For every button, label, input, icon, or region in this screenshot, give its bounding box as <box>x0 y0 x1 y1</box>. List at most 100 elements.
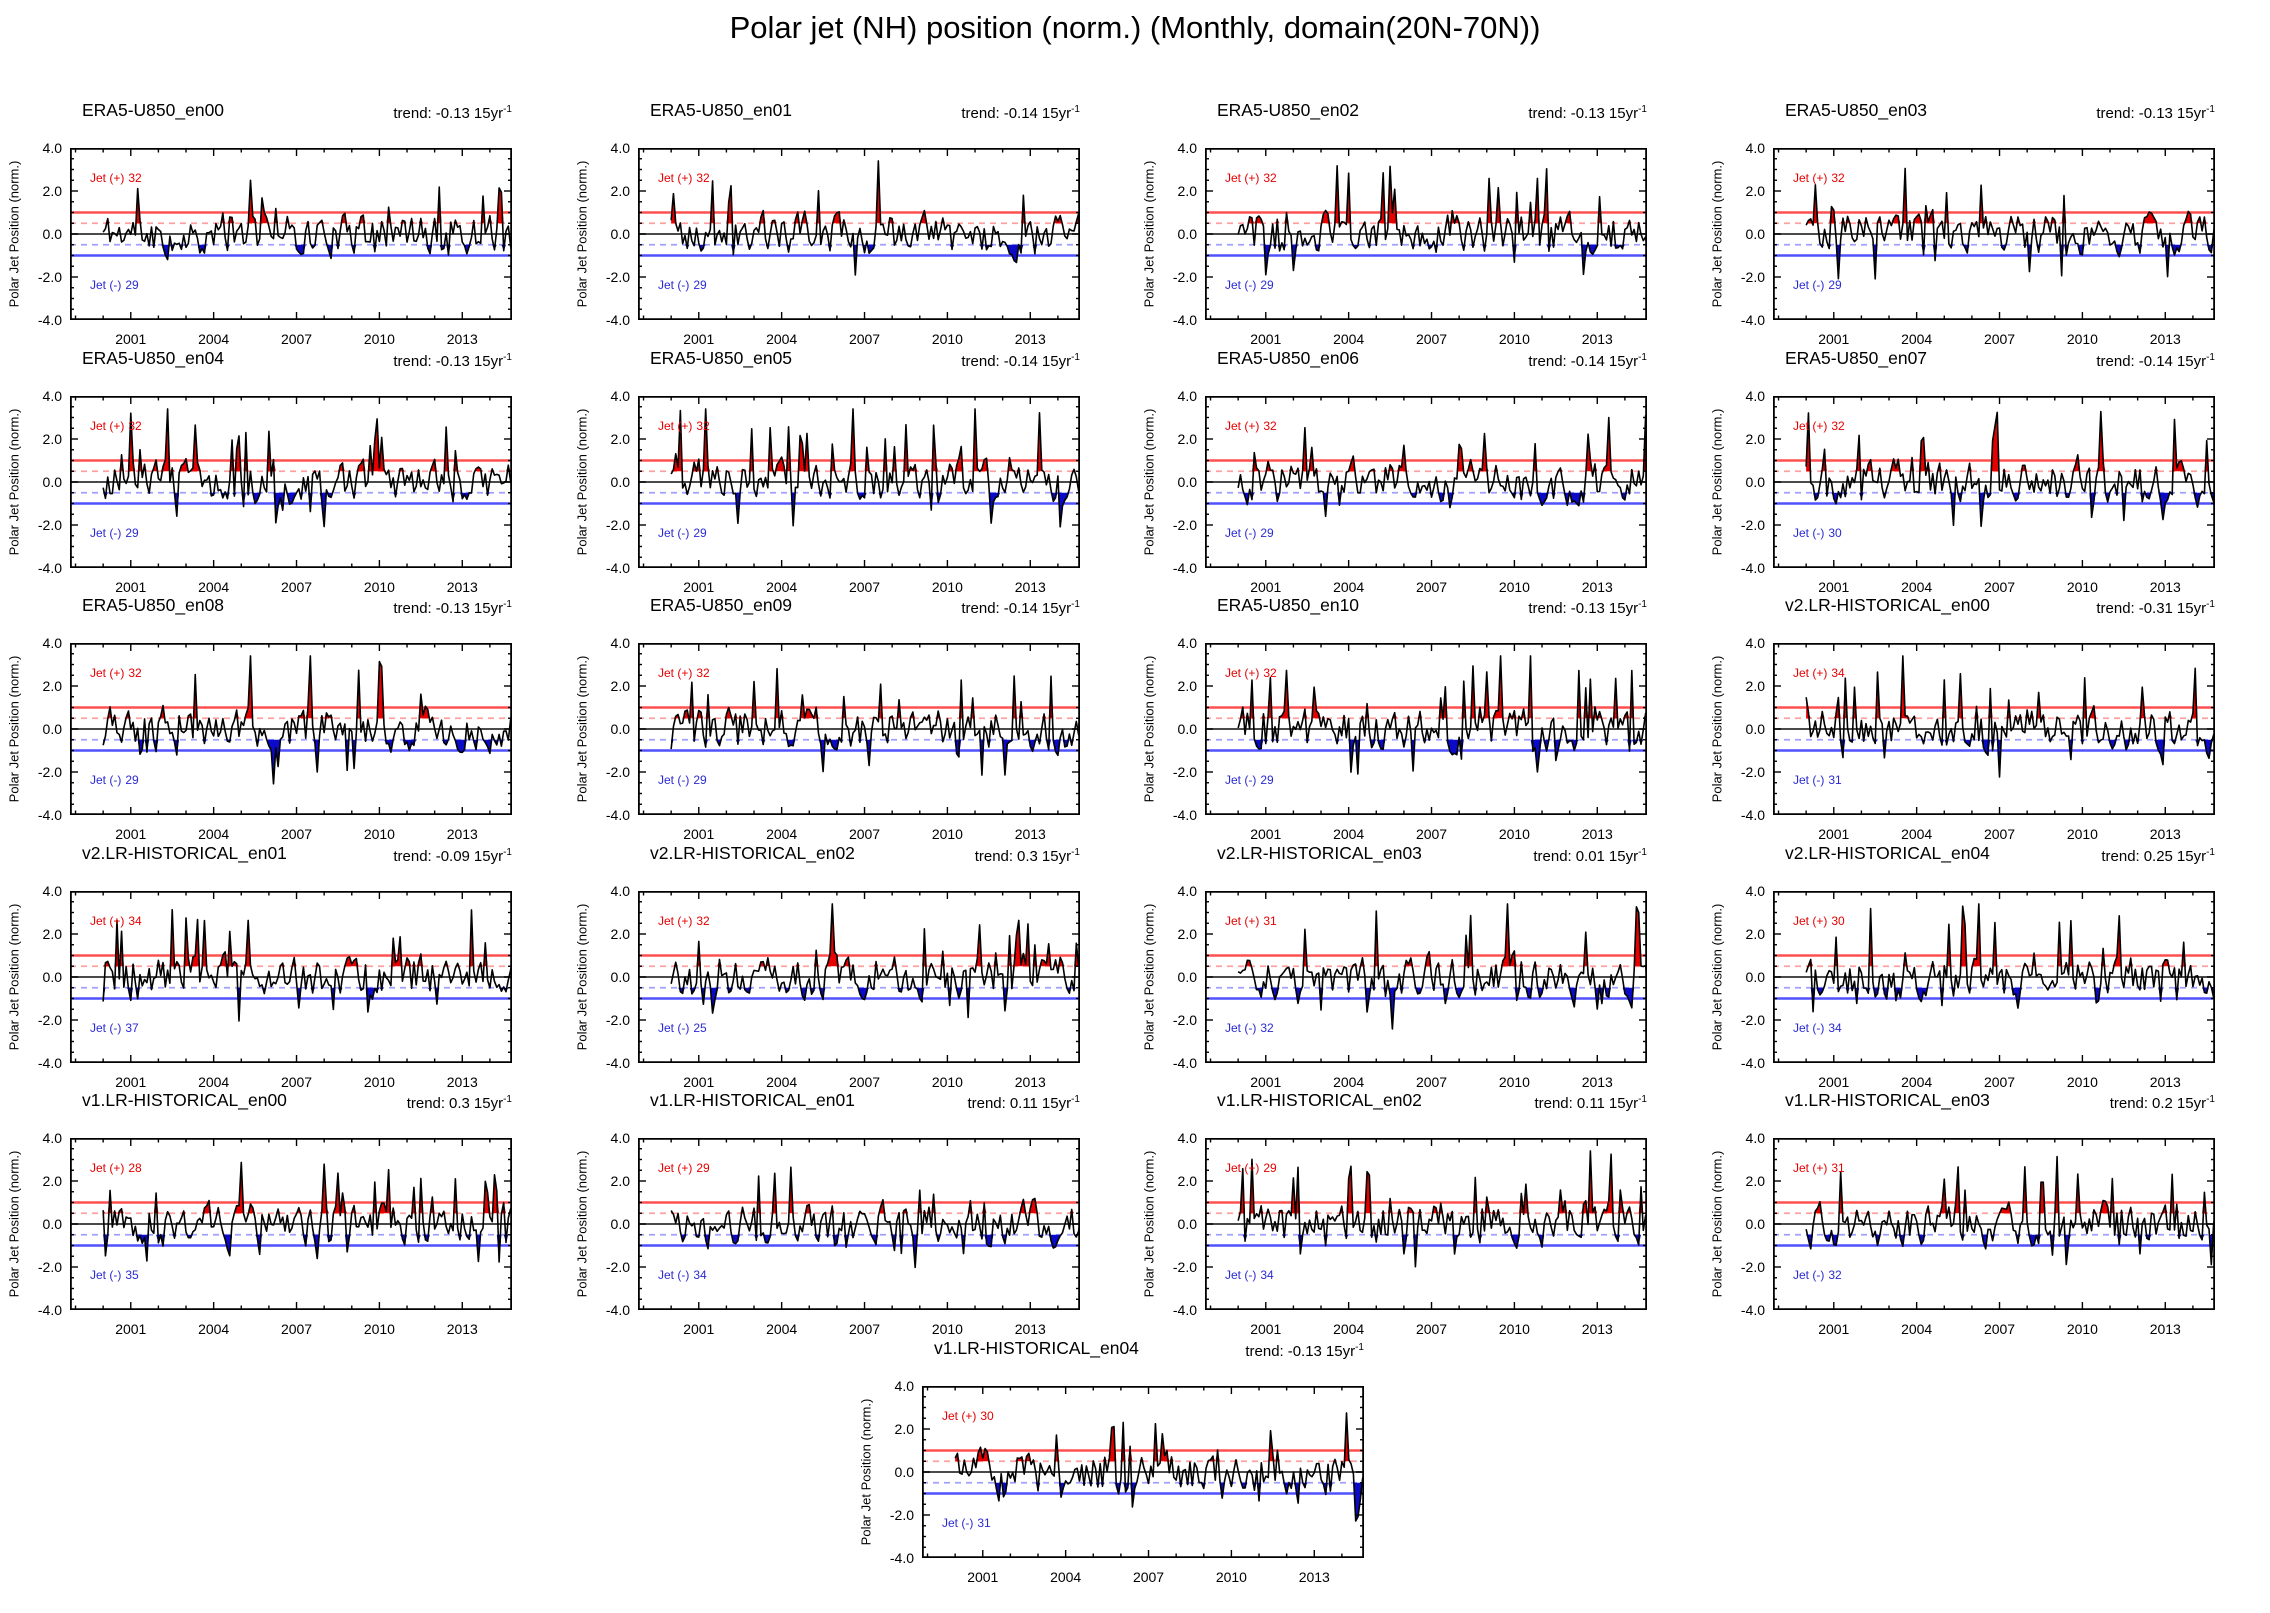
panel-title: v1.LR-HISTORICAL_en03 <box>1785 1090 1990 1110</box>
panel-title: ERA5-U850_en02 <box>1217 100 1360 120</box>
jet-positive-count-label: Jet (+) 32 <box>658 419 710 433</box>
y-tick-label: 0.0 <box>894 1464 914 1480</box>
jet-positive-count-label: Jet (+) 31 <box>1793 1161 1845 1175</box>
jet-negative-count: 29 <box>1260 526 1274 540</box>
y-tick-label: 4.0 <box>1745 140 1765 156</box>
jet-negative-count-label: Jet (-) 29 <box>90 278 139 292</box>
y-tick-label: 4.0 <box>610 883 630 899</box>
x-tick-label: 2010 <box>2066 331 2098 347</box>
trend-unit: 15yr <box>2176 105 2207 122</box>
y-tick-label: -4.0 <box>1172 807 1197 823</box>
trend-prefix: trend: <box>974 848 1014 865</box>
x-tick-label: 2007 <box>1415 1074 1448 1090</box>
x-tick-label: 2001 <box>115 579 147 595</box>
jet-positive-count-label: Jet (+) 34 <box>1793 666 1845 680</box>
jet-negative-count-label: Jet (-) 30 <box>1793 526 1842 540</box>
y-tick-label: 2.0 <box>1177 926 1197 942</box>
jet-positive-count: 30 <box>1831 914 1845 928</box>
jet-negative-count: 29 <box>125 526 139 540</box>
y-tick-label: 4.0 <box>1745 388 1765 404</box>
panel-title: v1.LR-HISTORICAL_en00 <box>82 1090 287 1110</box>
trend-value: 0.3 <box>1017 848 1038 865</box>
y-tick-label: -2.0 <box>1172 269 1197 285</box>
y-tick-label: -2.0 <box>1172 764 1197 780</box>
y-tick-label: 4.0 <box>1745 883 1765 899</box>
trend-exponent: -1 <box>1638 1094 1647 1105</box>
panel-trend-annotation: trend: -0.14 15yr-1 <box>2096 352 2215 370</box>
jet-positive-prefix: Jet (+) <box>658 1161 693 1175</box>
y-tick-label: -4.0 <box>605 312 630 328</box>
x-tick-label: 2004 <box>1050 1569 1082 1585</box>
jet-negative-count-label: Jet (-) 32 <box>1225 1021 1274 1035</box>
y-tick-label: 4.0 <box>1745 1130 1765 1146</box>
jet-negative-count-label: Jet (-) 34 <box>658 1268 707 1282</box>
y-tick-label: -2.0 <box>37 1012 62 1028</box>
y-tick-label: 2.0 <box>1745 926 1765 942</box>
y-tick-label: -4.0 <box>605 560 630 576</box>
chart-panel: ERA5-U850_en01 trend: -0.14 15yr-1 Polar J… <box>568 92 1135 347</box>
trend-value: -0.09 <box>435 848 470 865</box>
jet-positive-prefix: Jet (+) <box>90 419 125 433</box>
trend-exponent: -1 <box>2206 104 2215 115</box>
trend-exponent: -1 <box>1071 1094 1080 1105</box>
jet-negative-prefix: Jet (-) <box>90 1021 122 1035</box>
y-tick-label: 2.0 <box>1745 183 1765 199</box>
jet-negative-prefix: Jet (-) <box>658 1021 690 1035</box>
x-tick-label: 2001 <box>1250 331 1282 347</box>
x-tick-label: 2013 <box>1014 331 1046 347</box>
y-tick-label: -4.0 <box>37 560 62 576</box>
chart-panel: v2.LR-HISTORICAL_en03 trend: 0.01 15yr-1 P… <box>1135 835 1702 1090</box>
jet-positive-count-label: Jet (+) 31 <box>1225 914 1277 928</box>
trend-value: 0.3 <box>449 1095 470 1112</box>
jet-negative-count: 29 <box>1828 278 1842 292</box>
x-tick-label: 2010 <box>1498 1074 1530 1090</box>
x-tick-label: 2010 <box>363 826 395 842</box>
jet-positive-count-label: Jet (+) 32 <box>90 171 142 185</box>
x-tick-label: 2001 <box>1250 579 1282 595</box>
jet-negative-count-label: Jet (-) 29 <box>1225 526 1274 540</box>
y-tick-label: 0.0 <box>42 969 62 985</box>
trend-prefix: trend: <box>1528 105 1567 122</box>
trend-unit: 15yr <box>2176 353 2207 370</box>
y-tick-label: 0.0 <box>1745 474 1765 490</box>
trend-exponent: -1 <box>1071 599 1080 610</box>
jet-positive-count: 32 <box>696 914 710 928</box>
panel-title: v2.LR-HISTORICAL_en03 <box>1217 843 1422 863</box>
trend-prefix: trend: <box>406 1095 446 1112</box>
trend-unit: 15yr <box>1041 600 1072 617</box>
x-tick-label: 2007 <box>280 826 313 842</box>
jet-positive-prefix: Jet (+) <box>1793 914 1828 928</box>
jet-negative-count: 29 <box>693 278 707 292</box>
panel-title: v2.LR-HISTORICAL_en04 <box>1785 843 1990 863</box>
y-tick-label: 2.0 <box>1177 431 1197 447</box>
trend-exponent: -1 <box>2206 599 2215 610</box>
chart-panel: v1.LR-HISTORICAL_en04 trend: -0.13 15yr-1 … <box>852 1330 1419 1585</box>
trend-unit: 15yr <box>1608 600 1639 617</box>
x-tick-label: 2010 <box>363 1074 395 1090</box>
y-tick-label: 0.0 <box>610 226 630 242</box>
y-tick-label: -2.0 <box>605 1012 630 1028</box>
x-tick-label: 2004 <box>766 826 798 842</box>
jet-negative-count-label: Jet (-) 29 <box>90 773 139 787</box>
trend-value: 0.01 <box>1575 848 1605 865</box>
panel-trend-annotation: trend: -0.31 15yr-1 <box>2096 599 2215 617</box>
x-tick-label: 2010 <box>363 579 395 595</box>
trend-unit: 15yr <box>1608 353 1639 370</box>
x-tick-label: 2007 <box>280 1074 313 1090</box>
y-tick-label: -4.0 <box>1740 1055 1765 1071</box>
trend-unit: 15yr <box>473 848 504 865</box>
x-tick-label: 2013 <box>446 331 478 347</box>
trend-value: -0.13 <box>1287 1343 1322 1360</box>
chart-panel: v2.LR-HISTORICAL_en02 trend: 0.3 15yr-1 Po… <box>568 835 1135 1090</box>
x-tick-label: 2004 <box>1333 1321 1365 1337</box>
x-tick-label: 2001 <box>115 1074 147 1090</box>
y-tick-label: 4.0 <box>1177 883 1197 899</box>
trend-exponent: -1 <box>1638 104 1647 115</box>
jet-positive-prefix: Jet (+) <box>1225 171 1260 185</box>
x-tick-label: 2004 <box>1901 826 1933 842</box>
panel-trend-annotation: trend: 0.2 15yr-1 <box>2110 1094 2215 1112</box>
jet-negative-count: 32 <box>1260 1021 1274 1035</box>
y-tick-label: -4.0 <box>1172 312 1197 328</box>
y-tick-label: 2.0 <box>42 183 62 199</box>
trend-exponent: -1 <box>503 599 512 610</box>
